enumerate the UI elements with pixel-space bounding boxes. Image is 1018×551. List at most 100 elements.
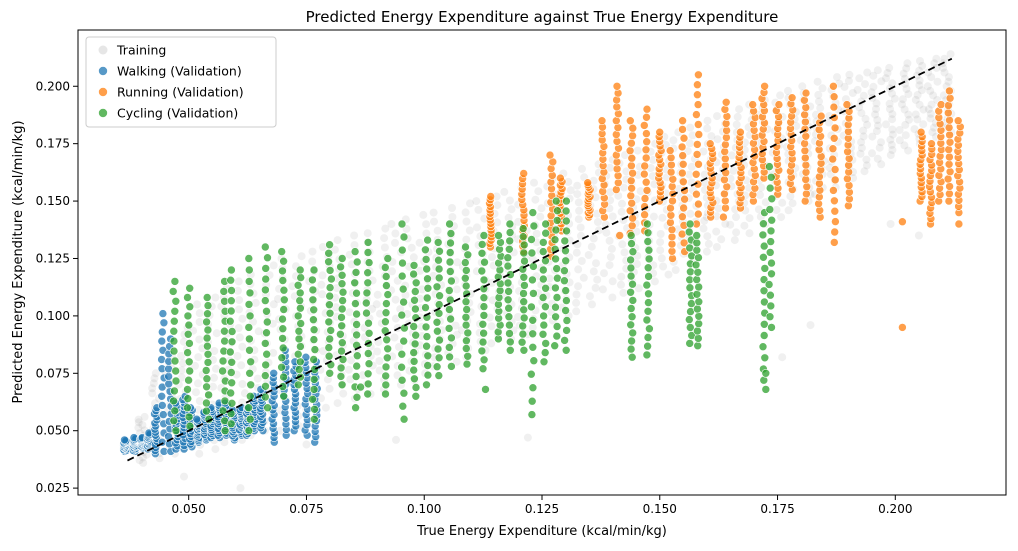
data-point: [253, 374, 262, 383]
data-point: [309, 355, 319, 364]
data-point: [351, 372, 361, 381]
data-point: [397, 362, 406, 372]
data-point: [380, 263, 390, 272]
y-tick-label: 0.150: [36, 194, 70, 208]
data-point: [572, 290, 581, 299]
legend-label: Training: [116, 43, 166, 58]
data-point: [678, 177, 688, 187]
data-point: [721, 98, 731, 107]
data-point: [667, 182, 677, 191]
data-point: [318, 271, 327, 280]
data-point: [279, 256, 288, 266]
data-point: [337, 380, 347, 390]
data-point: [659, 262, 668, 271]
data-point: [519, 289, 528, 298]
data-point: [895, 126, 904, 134]
data-point: [226, 275, 235, 285]
data-point: [757, 183, 766, 192]
data-point: [627, 239, 636, 248]
data-point: [855, 74, 864, 83]
data-point: [589, 267, 598, 276]
data-point: [787, 93, 797, 102]
data-point: [641, 145, 651, 155]
data-point: [493, 218, 502, 227]
data-point: [262, 317, 272, 327]
data-point: [658, 213, 667, 222]
data-point: [945, 130, 954, 140]
data-point: [759, 319, 769, 329]
data-point: [279, 372, 288, 382]
data-point: [800, 96, 809, 105]
data-point: [873, 66, 882, 75]
data-point: [667, 247, 677, 256]
data-point: [954, 219, 964, 229]
data-point: [278, 343, 288, 353]
data-point: [877, 77, 886, 86]
data-point: [760, 297, 769, 307]
data-point: [538, 293, 548, 302]
data-point: [617, 272, 626, 281]
data-point: [815, 97, 823, 106]
data-point: [310, 345, 320, 354]
data-point: [183, 394, 193, 403]
data-point: [202, 317, 211, 327]
data-point: [423, 235, 432, 245]
data-point: [191, 361, 199, 370]
data-point: [399, 388, 409, 398]
data-point: [874, 121, 882, 130]
data-point: [801, 160, 811, 170]
data-point: [351, 403, 360, 413]
x-tick-label: 0.175: [760, 502, 794, 516]
data-point: [169, 396, 178, 406]
data-point: [830, 123, 840, 133]
data-points-layer: [119, 50, 965, 493]
data-point: [667, 160, 676, 170]
data-point: [694, 253, 703, 262]
data-point: [506, 270, 515, 279]
data-point: [183, 293, 192, 302]
data-point: [926, 114, 935, 123]
data-point: [945, 86, 954, 96]
data-point: [295, 265, 305, 275]
data-point: [327, 274, 336, 284]
data-point: [872, 105, 880, 113]
data-point: [279, 295, 289, 305]
data-point: [587, 242, 596, 251]
data-point: [434, 300, 444, 309]
data-point: [399, 297, 408, 307]
data-point: [260, 392, 270, 402]
data-point: [643, 333, 653, 342]
data-point: [351, 299, 360, 308]
data-point: [317, 280, 326, 289]
data-point: [422, 220, 431, 229]
data-point: [479, 302, 489, 311]
data-point: [148, 389, 157, 398]
data-point: [626, 176, 636, 185]
data-point: [694, 130, 704, 139]
data-point: [277, 353, 287, 363]
data-point: [745, 229, 754, 238]
data-point: [940, 68, 949, 77]
data-point: [945, 182, 954, 191]
data-point: [373, 347, 382, 356]
data-point: [688, 131, 697, 140]
data-point: [220, 326, 229, 336]
data-point: [634, 284, 643, 293]
data-point: [572, 307, 581, 316]
data-point: [246, 391, 255, 401]
data-point: [801, 168, 811, 177]
data-point: [566, 186, 575, 195]
data-point: [460, 273, 470, 283]
data-point: [120, 435, 129, 445]
data-point: [553, 206, 562, 215]
data-point: [721, 140, 730, 149]
data-point: [888, 146, 897, 154]
data-point: [550, 341, 560, 351]
data-point: [204, 390, 213, 400]
data-point: [452, 285, 461, 294]
data-point: [318, 243, 327, 251]
data-point: [195, 449, 204, 458]
data-point: [451, 321, 460, 330]
data-point: [627, 153, 637, 163]
data-point: [898, 100, 906, 109]
